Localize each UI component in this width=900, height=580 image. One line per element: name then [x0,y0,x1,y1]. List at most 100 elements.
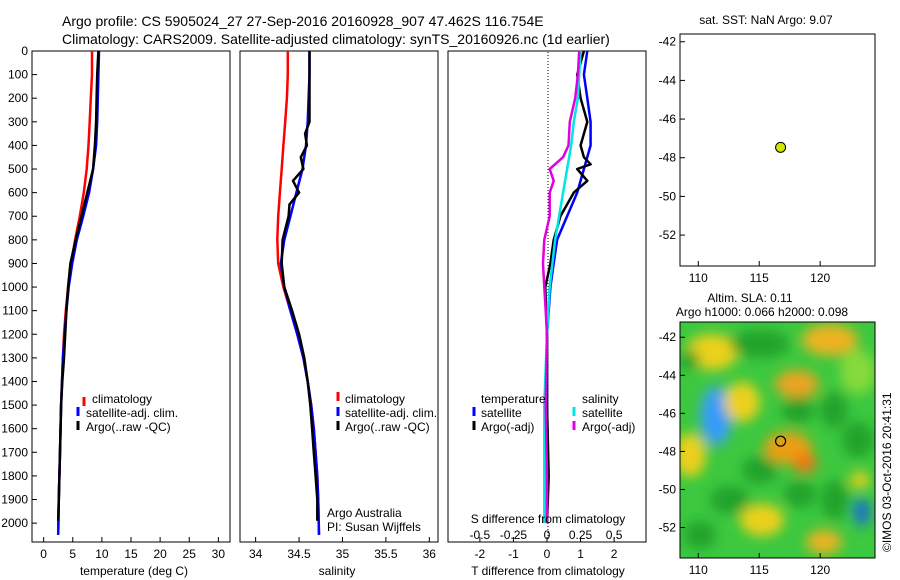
depth-tick-label: 300 [8,115,28,129]
depth-tick-label: 400 [8,138,28,152]
x-tick-label: 20 [153,547,167,561]
sla-anomaly-blob [821,480,849,520]
lat-tick-label: -48 [659,151,677,165]
sla-anomaly-blob [850,472,870,488]
imos-timestamp: ©IMOS 03-Oct-2016 20:41:31 [880,392,894,552]
lat-tick-label: -42 [659,330,677,344]
legend-argo: Argo(..raw -QC) [345,420,430,434]
lat-tick-label: -46 [659,112,677,126]
title-line-2: Climatology: CARS2009. Satellite-adjuste… [62,31,610,47]
sla-anomaly-blob [710,486,750,514]
lat-tick-label: -52 [659,228,677,242]
sla-anomaly-blob [680,350,700,370]
sla-anomaly-blob [854,498,870,526]
depth-tick-label: 1000 [1,280,28,294]
s-tick-label: 0.5 [606,528,623,542]
x-tick-label: 2 [611,547,618,561]
t-difference-axis-label: T difference from climatology [471,564,625,578]
legend-s-satellite: satellite [582,406,623,420]
title-line-1: Argo profile: CS 5905024_27 27-Sep-2016 … [62,13,544,29]
sla-anomaly-blob [775,370,819,398]
legend-t-argo: Argo(-adj) [481,420,534,434]
lon-tick-label: 120 [810,271,830,285]
x-tick-label: 34 [249,547,263,561]
depth-tick-label: 2000 [1,516,28,530]
annotation-pi: PI: Susan Wijffels [327,520,421,534]
depth-tick-label: 900 [8,256,28,270]
lon-tick-label: 110 [689,563,708,577]
lat-tick-label: -50 [659,189,677,203]
sla-anomaly-blob [793,453,817,473]
depth-tick-label: 1300 [1,351,28,365]
s-tick-label: 0 [544,528,551,542]
figure-title: Argo profile: CS 5905024_27 27-Sep-2016 … [62,13,610,47]
legend-temperature-heading: temperature [481,392,546,406]
sla-anomaly-blob [784,480,816,508]
sla-anomaly-blob [820,392,848,428]
annotation-argo-australia: Argo Australia [327,506,402,520]
lon-tick-label: 115 [750,271,769,285]
x-tick-label: 35 [336,547,350,561]
sla-heatmap [674,322,876,558]
sla-anomaly-blob [724,382,760,422]
depth-tick-label: 1500 [1,398,28,412]
argo-position-marker [776,142,786,152]
sla-anomaly-blob [842,422,874,458]
legend-climatology: climatology [92,392,152,406]
sla-anomaly-blob [782,396,814,424]
depth-tick-label: 1200 [1,327,28,341]
lat-tick-label: -46 [659,406,677,420]
legend-t-satellite: satellite [481,406,522,420]
sla-anomaly-blob [742,456,778,484]
salinity-panel: 34 34.5 35 35.5 36 climatology satellite-adj… [240,51,438,578]
depth-tick-label: 1400 [1,374,28,388]
depth-tick-label: 100 [8,68,28,82]
legend-argo: Argo(..raw -QC) [86,420,171,434]
x-tick-label: 30 [212,547,226,561]
legend-salinity-heading: salinity [582,392,619,406]
depth-tick-label: 1700 [1,445,28,459]
depth-tick-label: 600 [8,186,28,200]
depth-tick-label: 1800 [1,469,28,483]
s-tick-label: -0.25 [500,528,528,542]
difference-panel: -2 -1 0 1 2 -0.5 -0.25 0 0.25 0.5 temperature sa… [448,51,646,578]
sla-anomaly-blob [802,324,858,356]
lat-tick-label: -50 [659,482,677,496]
lon-tick-label: 115 [750,563,769,577]
salinity-axis-label: salinity [319,564,356,578]
depth-tick-label: 500 [8,162,28,176]
sst-map-title: sat. SST: NaN Argo: 9.07 [699,13,833,27]
x-tick-label: 15 [124,547,138,561]
sla-anomaly-blob [840,350,876,394]
legend-satellite-adj: satellite-adj. clim. [86,406,178,420]
x-tick-label: 5 [69,547,76,561]
s-tick-label: -0.5 [470,528,491,542]
lon-tick-label: 120 [810,563,830,577]
salinity-plot-frame [240,51,438,542]
depth-tick-label: 0 [21,44,28,58]
x-tick-label: 0 [40,547,47,561]
sla-map-title: Altim. SLA: 0.11 [707,291,792,305]
sst-map-panel: sat. SST: NaN Argo: 9.07 110 115 120 -42 -44… [659,13,875,285]
depth-tick-label: 800 [8,233,28,247]
temperature-plot-frame [32,51,230,542]
argo-profile-figure: Argo profile: CS 5905024_27 27-Sep-2016 … [0,0,900,580]
x-tick-label: 35.5 [374,547,398,561]
lat-tick-label: -48 [659,444,677,458]
temperature-axis-label: temperature (deg C) [80,564,188,578]
depth-tick-label: 1600 [1,422,28,436]
lat-tick-label: -42 [659,35,677,49]
sla-anomaly-blob [674,433,706,477]
sst-map-points [776,142,786,152]
sla-map-panel: Altim. SLA: 0.11 Argo h1000: 0.066 h2000… [659,291,876,577]
lat-tick-label: -44 [659,73,677,87]
lon-tick-label: 110 [689,271,708,285]
x-tick-label: 10 [95,547,109,561]
x-tick-label: 0 [544,547,551,561]
depth-tick-label: 200 [8,91,28,105]
sla-anomaly-blob [684,521,716,549]
depth-tick-label: 1100 [2,304,28,318]
x-tick-label: 25 [183,547,197,561]
lat-tick-label: -44 [659,368,677,382]
s-tick-label: 0.25 [569,528,593,542]
